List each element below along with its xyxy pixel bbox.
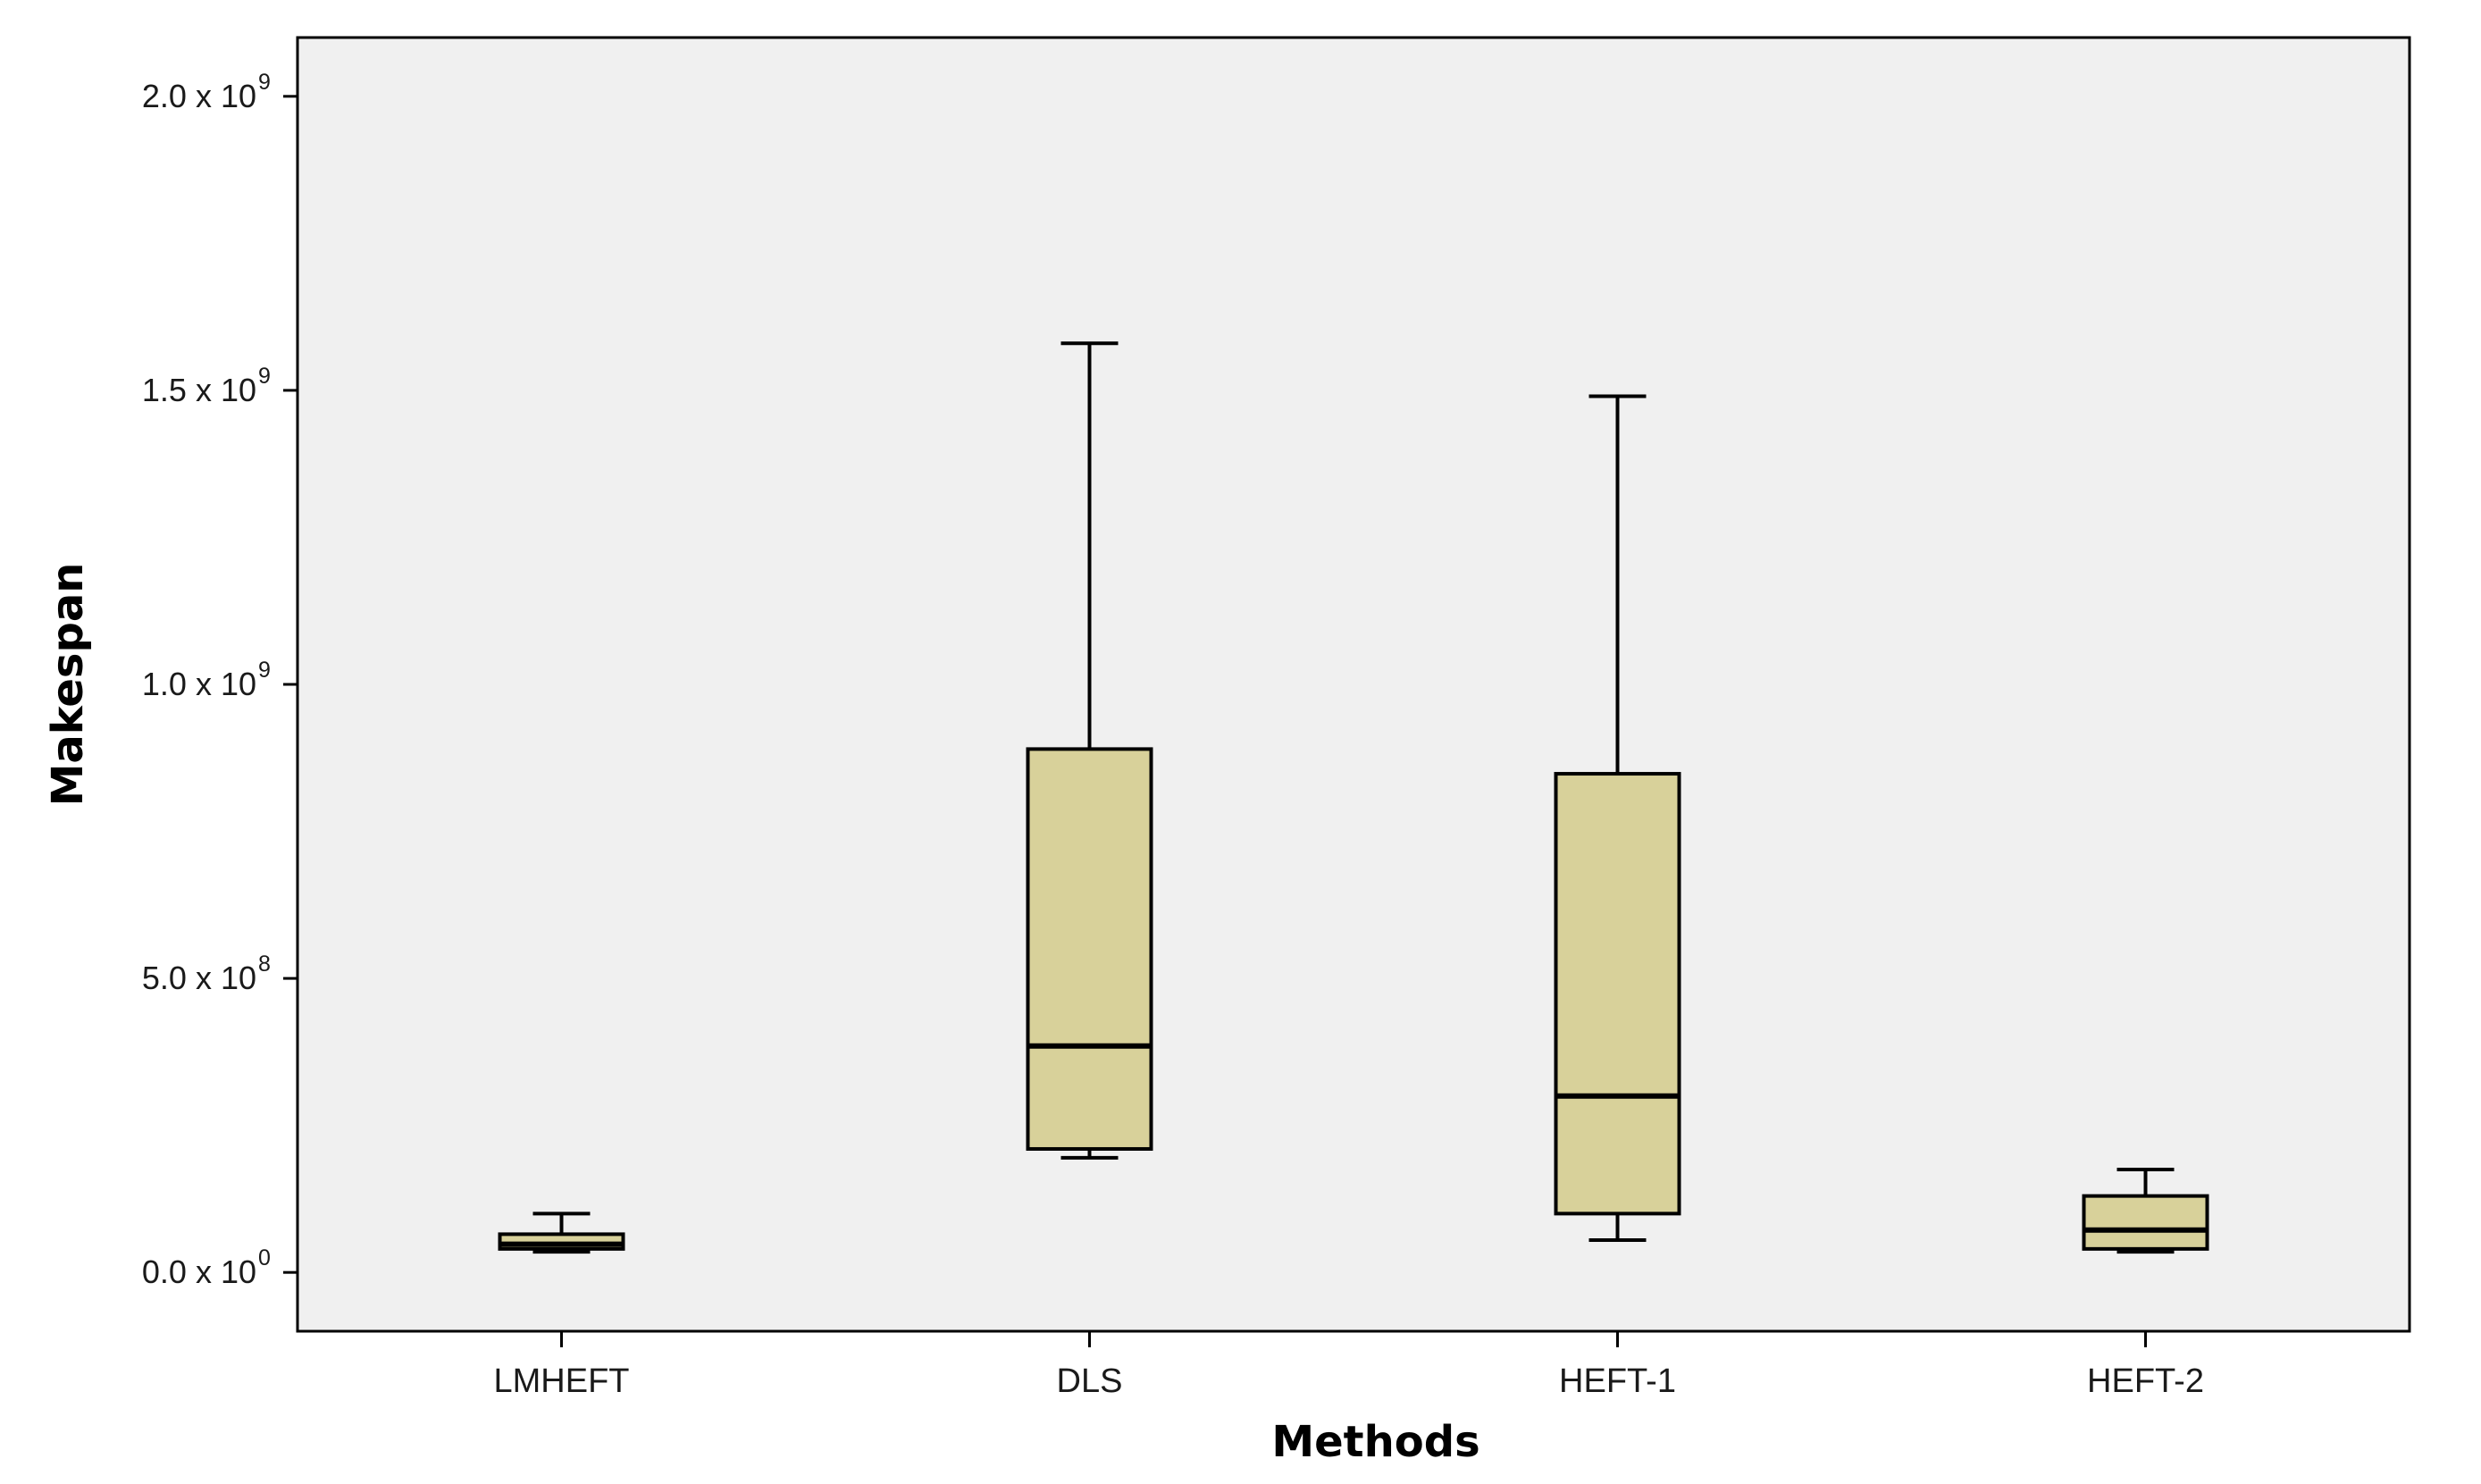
box-lmheft xyxy=(498,1212,625,1254)
x-tick-label: HEFT-2 xyxy=(2087,1362,2204,1400)
iqr-box xyxy=(1554,772,1681,1216)
plot-area xyxy=(296,36,2411,1333)
y-tick-label: 5.0 x 10 xyxy=(142,960,256,996)
box-series xyxy=(498,341,2209,1254)
x-tick-label: HEFT-1 xyxy=(1559,1362,1676,1400)
y-tick-exponent: 9 xyxy=(258,658,271,683)
y-axis: 0.0 x 10 05.0 x 10 81.0 x 10 91.5 x 10 92.0 … xyxy=(142,70,298,1290)
iqr-box xyxy=(2082,1194,2209,1251)
y-tick-exponent: 9 xyxy=(258,70,271,95)
x-axis-title: Methods xyxy=(1271,1417,1479,1467)
x-tick-label: LMHEFT xyxy=(494,1362,630,1400)
y-tick-exponent: 9 xyxy=(258,364,271,389)
iqr-box xyxy=(1026,747,1153,1151)
y-tick-label: 2.0 x 10 xyxy=(142,78,256,114)
y-tick-exponent: 8 xyxy=(258,952,271,977)
y-tick-exponent: 0 xyxy=(258,1245,271,1270)
y-tick-label: 0.0 x 10 xyxy=(142,1253,256,1290)
y-tick-label: 1.0 x 10 xyxy=(142,666,256,702)
x-tick-label: DLS xyxy=(1057,1362,1123,1400)
box-dls xyxy=(1026,341,1153,1160)
box-heft-2 xyxy=(2082,1168,2209,1254)
x-axis: LMHEFT DLS HEFT-1 HEFT-2 xyxy=(494,1331,2204,1400)
y-tick-label: 1.5 x 10 xyxy=(142,372,256,408)
box-heft-1 xyxy=(1554,394,1681,1242)
y-axis-title: Makespan xyxy=(43,563,93,807)
